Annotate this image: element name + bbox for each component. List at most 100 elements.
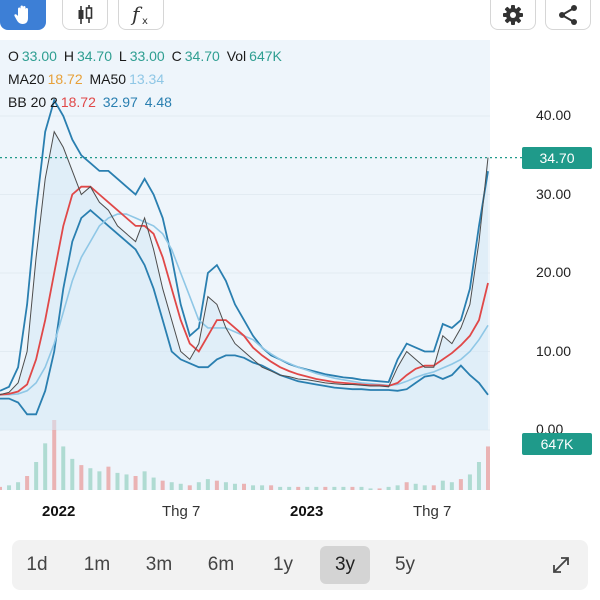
bb-mid-value: 18.72	[60, 94, 96, 110]
ma-legend: MA20 18.72 MA50 13.34	[8, 71, 167, 87]
volume-bar	[323, 486, 328, 490]
volume-bar	[7, 485, 12, 490]
share-button[interactable]	[545, 0, 591, 30]
series-close	[0, 130, 489, 396]
ohlc-legend: O 33.00 H 34.70 L 33.00 C 34.70 Vol 647K	[8, 48, 285, 64]
volume-bar	[368, 488, 373, 490]
range-button-1m[interactable]: 1m	[83, 554, 111, 575]
range-button-1y[interactable]: 1y	[272, 554, 294, 575]
volume-bar	[458, 479, 463, 490]
x-tick-label: Thg 7	[413, 503, 452, 520]
volume-bar	[223, 482, 228, 490]
range-button-1d[interactable]: 1d	[26, 554, 48, 575]
volume-bar	[178, 483, 183, 490]
high-label: H	[63, 48, 74, 64]
volume-bars	[0, 420, 490, 490]
ma50-label: MA50	[89, 71, 127, 87]
volume-bar	[151, 477, 156, 490]
volume-bar	[169, 482, 174, 490]
range-button-5y[interactable]: 5y	[394, 554, 416, 575]
range-button-6m[interactable]: 6m	[207, 554, 235, 575]
bb-label: BB 20 2	[8, 94, 58, 110]
volume-bar	[34, 462, 39, 490]
bb-legend: BB 20 2 18.72 32.97 4.48	[8, 94, 175, 110]
chart-series	[0, 98, 489, 430]
volume-bar	[187, 485, 192, 490]
expand-button[interactable]	[546, 550, 576, 580]
x-tick-label: Thg 7	[162, 503, 201, 520]
price-chart[interactable]	[0, 0, 600, 530]
volume-bar	[214, 480, 219, 490]
volume-bar	[260, 485, 265, 490]
volume-bar	[305, 486, 310, 490]
svg-text:x: x	[142, 16, 148, 27]
volume-bar	[124, 474, 129, 490]
bb-upper-value: 32.97	[102, 94, 138, 110]
volume-bar	[25, 476, 30, 490]
volume-bar	[440, 480, 445, 490]
volume-bar	[467, 474, 472, 490]
volume-bar	[232, 483, 237, 490]
range-button-3y[interactable]: 3y	[320, 546, 370, 584]
volume-bar	[476, 462, 481, 490]
formula-tool-button[interactable]: f x	[118, 0, 164, 30]
volume-bar	[332, 486, 337, 490]
volume-bar	[16, 482, 21, 490]
volume-bar	[278, 486, 283, 490]
range-button-3m[interactable]: 3m	[145, 554, 173, 575]
close-area	[0, 131, 488, 430]
volume-bar	[52, 420, 57, 490]
gear-icon	[503, 4, 523, 25]
volume-bar	[341, 486, 346, 490]
y-tick-label: 40.00	[536, 107, 572, 123]
volume-bar	[314, 486, 319, 490]
volume-bar	[160, 480, 165, 490]
volume-bar	[79, 465, 84, 490]
volume-bar	[43, 443, 48, 490]
y-tick-label: 20.00	[536, 264, 572, 280]
volume-value: 647K	[249, 48, 282, 64]
volume-bar	[350, 486, 355, 490]
volume-bar	[142, 471, 147, 490]
candlestick-tool-button[interactable]	[62, 0, 108, 30]
ma50-value: 13.34	[129, 71, 165, 87]
bb-width-value: 4.48	[144, 94, 172, 110]
volume-bar	[413, 483, 418, 490]
volume-bar	[486, 446, 490, 490]
candlestick-icon	[78, 4, 93, 24]
volume-bar	[251, 485, 256, 490]
close-label: C	[171, 48, 182, 64]
series-bb-upper	[0, 98, 489, 392]
hand-tool-button[interactable]	[0, 0, 46, 30]
volume-bar	[449, 482, 454, 490]
expand-icon	[553, 557, 569, 573]
low-value: 33.00	[129, 48, 165, 64]
series-ma20	[0, 185, 489, 396]
y-tick-label: 10.00	[536, 342, 572, 359]
volume-bar	[287, 486, 292, 490]
high-value: 34.70	[76, 48, 112, 64]
last-price-tag: 34.70	[522, 146, 592, 169]
volume-bar	[133, 476, 138, 490]
x-tick-label: 2023	[290, 503, 324, 520]
volume-bar	[422, 485, 427, 490]
volume-bar	[115, 472, 120, 490]
volume-bar	[70, 458, 75, 490]
x-tick-label: 2022	[42, 503, 76, 520]
volume-bar	[395, 485, 400, 490]
open-label: O	[8, 48, 19, 64]
volume-bar	[0, 486, 2, 490]
ma20-value: 18.72	[47, 71, 83, 87]
chart-canvas[interactable]	[0, 0, 600, 530]
volume-bar	[269, 485, 274, 490]
volume-bar	[377, 488, 382, 490]
volume-bar	[404, 482, 409, 490]
series-bb-lower	[0, 209, 489, 416]
open-value: 33.00	[21, 48, 57, 64]
volume-bar	[106, 466, 111, 490]
volume-bar	[205, 479, 210, 490]
volume-bar	[242, 483, 246, 490]
volume-label: Vol	[226, 48, 247, 64]
settings-button[interactable]	[490, 0, 536, 30]
volume-tag: 647K	[522, 433, 592, 455]
